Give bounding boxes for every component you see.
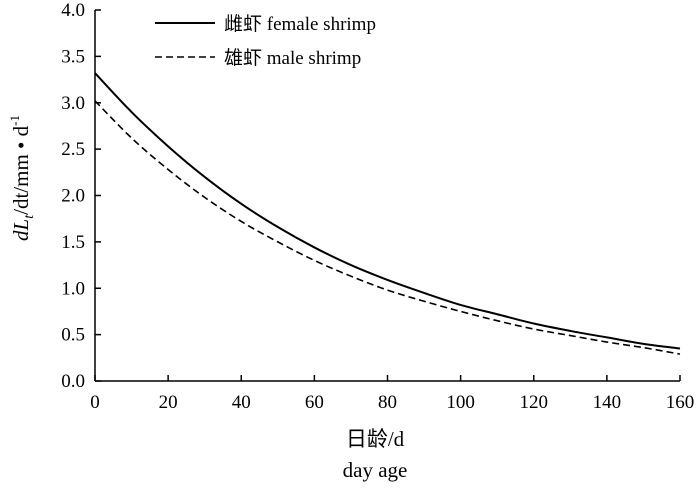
x-axis-title-cn: 日龄/d <box>346 427 405 451</box>
y-tick-label: 3.5 <box>61 46 85 67</box>
x-axis-title-en: day age <box>343 458 408 482</box>
y-tick-label: 3.0 <box>61 93 85 114</box>
x-ticks: 0 20 40 60 80 100 120 140 160 <box>90 375 694 413</box>
x-tick-label: 0 <box>90 392 100 413</box>
y-axis-title-part1: dL <box>9 219 33 241</box>
series-line-female <box>94 72 681 350</box>
x-tick-label: 40 <box>232 392 251 413</box>
y-axis-title: dLt/dt/mm • d-1 <box>7 115 37 241</box>
x-tick-label: 100 <box>446 392 475 413</box>
y-tick-label: 0.0 <box>61 371 85 392</box>
x-tick-label: 20 <box>159 392 178 413</box>
y-tick-label: 2.5 <box>61 139 85 160</box>
y-axis-title-sub: t <box>22 214 37 219</box>
y-axis-title-part2: /dt/mm • d <box>9 125 33 215</box>
legend-label-male: 雄虾 male shrimp <box>224 47 361 69</box>
y-tick-label: 4.0 <box>61 0 85 21</box>
y-tick-label: 2.0 <box>61 186 85 207</box>
x-tick-label: 140 <box>593 392 622 413</box>
y-axis-title-sup: -1 <box>7 115 22 126</box>
y-ticks: 0.0 0.5 1.0 1.5 2.0 2.5 3.0 3.5 4.0 <box>61 0 101 392</box>
x-tick-label: 80 <box>378 392 397 413</box>
legend: 雌虾 female shrimp 雄虾 male shrimp <box>155 13 376 69</box>
x-tick-label: 160 <box>666 392 695 413</box>
x-tick-label: 120 <box>520 392 549 413</box>
y-tick-label: 0.5 <box>61 325 85 346</box>
y-tick-label: 1.5 <box>61 232 85 253</box>
y-tick-label: 1.0 <box>61 278 85 299</box>
legend-label-female: 雌虾 female shrimp <box>224 13 376 35</box>
series-line-male <box>94 100 681 355</box>
x-tick-label: 60 <box>305 392 324 413</box>
